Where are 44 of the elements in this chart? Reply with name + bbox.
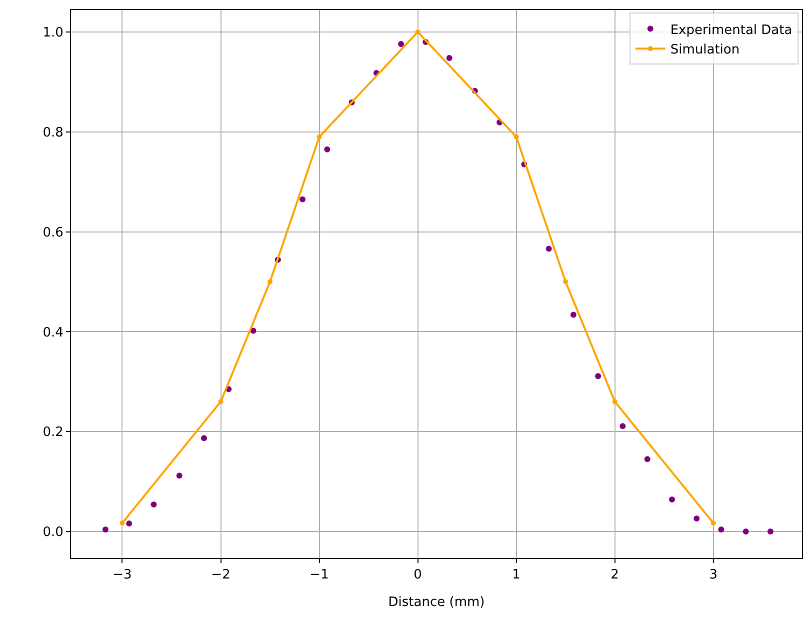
point [595, 373, 602, 380]
y-tick-label: 1.0 [42, 26, 64, 41]
point [668, 496, 675, 503]
x-tick-label: 2 [610, 568, 619, 583]
point [742, 528, 749, 535]
x-tick-label: −2 [211, 568, 230, 583]
legend-label: Experimental Data [670, 22, 792, 38]
point [102, 526, 108, 533]
y-tick-label: 0.6 [42, 225, 64, 240]
point [446, 54, 452, 61]
point [694, 516, 700, 522]
x-tick-label: 0 [414, 568, 422, 583]
point [398, 40, 404, 47]
point [150, 502, 157, 508]
point [612, 399, 618, 404]
point [767, 528, 774, 535]
point [176, 472, 182, 479]
point [514, 134, 519, 140]
point [620, 423, 626, 430]
point [546, 246, 552, 252]
point [120, 520, 125, 526]
x-axis-title: Distance (mm) [388, 595, 485, 610]
point [718, 526, 724, 533]
x-tick-label: 3 [709, 568, 718, 583]
y-tick-label: 0.4 [42, 325, 64, 340]
point [316, 134, 322, 140]
point [570, 312, 576, 318]
point [268, 279, 273, 284]
y-tick-label: 0.0 [42, 525, 64, 540]
point [126, 520, 132, 527]
point [644, 456, 650, 462]
point [710, 520, 716, 526]
x-tick-label: 1 [512, 568, 520, 583]
x-tick-label: −3 [112, 568, 132, 583]
legend-label: Simulation [670, 42, 740, 58]
point [218, 399, 224, 404]
y-tick-label: 0.2 [42, 425, 64, 440]
x-tick-label: −1 [310, 568, 329, 583]
point [563, 279, 568, 284]
point [415, 29, 420, 34]
y-tick-label: 0.8 [42, 125, 64, 140]
point [324, 146, 330, 152]
point [300, 196, 306, 202]
point [201, 435, 207, 442]
